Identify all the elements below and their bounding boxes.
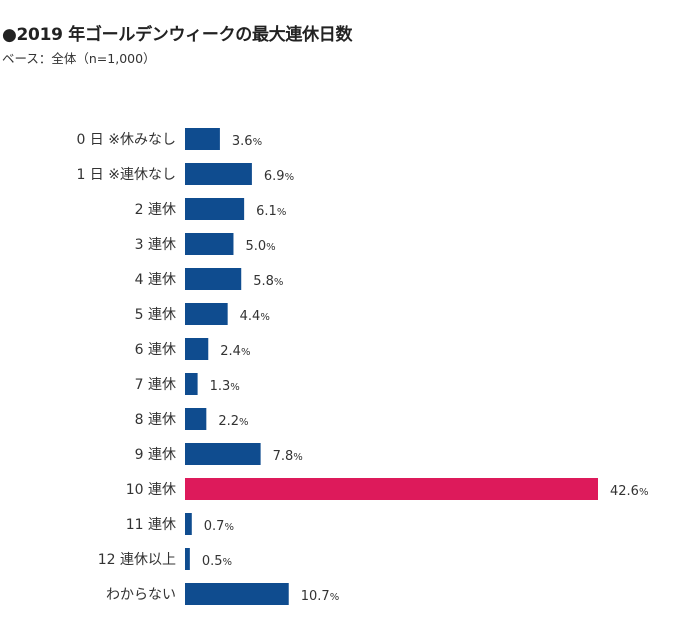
bar	[185, 548, 190, 570]
chart-title: ●2019 年ゴールデンウィークの最大連休日数	[2, 25, 353, 45]
category-label: 0 日 ※休みなし	[76, 132, 176, 148]
bar	[185, 338, 209, 360]
category-label: 10 連休	[126, 482, 176, 498]
value-label: 3.6%	[232, 134, 262, 149]
category-label: 3 連休	[135, 237, 176, 253]
chart-subtitle: ベース：全体（n=1,000）	[2, 51, 156, 66]
bar	[185, 303, 228, 325]
bar	[185, 408, 207, 430]
category-label: 11 連休	[126, 517, 176, 533]
value-label: 42.6%	[610, 484, 648, 499]
value-label: 0.7%	[204, 519, 234, 534]
bar	[185, 478, 598, 500]
bar	[185, 583, 289, 605]
category-label: 7 連休	[135, 377, 176, 393]
value-label: 5.0%	[245, 239, 275, 254]
bar	[185, 373, 198, 395]
value-label: 5.8%	[253, 274, 283, 289]
value-label: 4.4%	[240, 309, 270, 324]
category-label: 2 連休	[135, 202, 176, 218]
value-label: 2.2%	[218, 414, 248, 429]
category-label: 8 連休	[135, 412, 176, 428]
bar	[185, 198, 245, 220]
bar	[185, 513, 192, 535]
value-label: 2.4%	[220, 344, 250, 359]
category-label: 1 日 ※連休なし	[76, 167, 176, 183]
category-label: 4 連休	[135, 272, 176, 288]
value-label: 0.5%	[202, 554, 232, 569]
bar	[185, 268, 242, 290]
category-label: 12 連休以上	[98, 552, 176, 568]
category-label: 9 連休	[135, 447, 176, 463]
category-label: わからない	[106, 587, 176, 603]
value-label: 6.1%	[256, 204, 286, 219]
bar	[185, 163, 252, 185]
bar	[185, 233, 234, 255]
value-label: 6.9%	[264, 169, 294, 184]
bar	[185, 128, 220, 150]
bar	[185, 443, 261, 465]
value-label: 7.8%	[273, 449, 303, 464]
category-label: 6 連休	[135, 342, 176, 358]
value-label: 10.7%	[301, 589, 339, 604]
category-label: 5 連休	[135, 307, 176, 323]
value-label: 1.3%	[210, 379, 240, 394]
